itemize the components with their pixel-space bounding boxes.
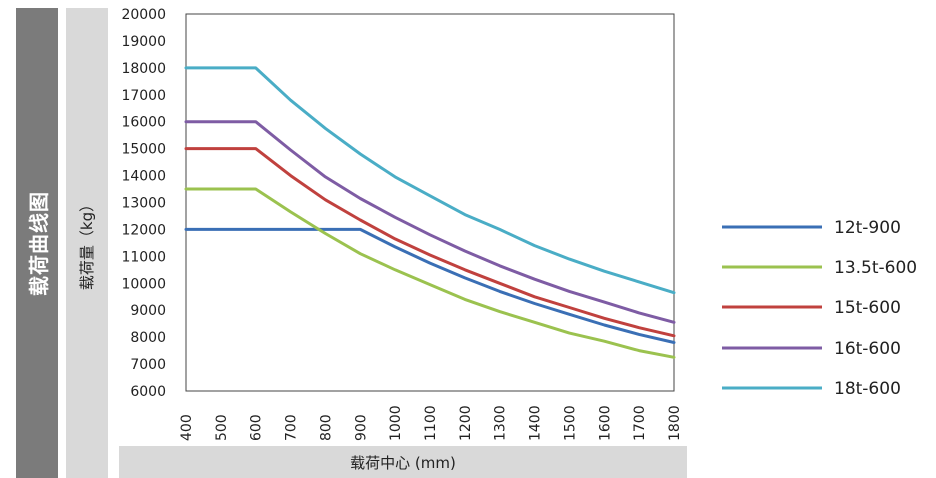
y-tick-label: 10000 [121, 276, 166, 292]
plot-border [185, 13, 675, 392]
legend-label-3: 15t-600 [834, 298, 901, 318]
series-line-4 [184, 120, 676, 324]
x-tick-label: 400 [179, 414, 195, 441]
series-line-3 [184, 147, 676, 338]
x-tick-label: 1800 [667, 405, 683, 441]
x-tick-label: 1300 [493, 405, 509, 441]
x-tick-label: 700 [284, 414, 300, 441]
legend-label-5: 18t-600 [834, 379, 901, 399]
side-title-bar [16, 8, 58, 478]
x-tick-label: 1400 [528, 405, 544, 441]
y-tick-label: 18000 [121, 61, 166, 77]
y-tick-label: 19000 [121, 34, 166, 50]
y-tick-label: 6000 [130, 384, 166, 400]
x-tick-label: 1000 [388, 405, 404, 441]
x-axis-label-bar [119, 446, 687, 478]
series-line-1 [184, 227, 676, 344]
x-tick-label: 1500 [562, 405, 578, 441]
x-tick-label: 500 [214, 414, 230, 441]
y-tick-label: 14000 [121, 169, 166, 185]
legend-label-1: 12t-900 [834, 218, 901, 238]
legend-label-2: 13.5t-600 [834, 258, 917, 278]
x-tick-label: 800 [318, 414, 334, 441]
y-tick-label: 8000 [130, 330, 166, 346]
y-tick-label: 16000 [121, 115, 166, 131]
y-tick-label: 11000 [121, 249, 166, 265]
x-axis-label: 载荷中心 (mm) [350, 453, 456, 472]
x-tick-label: 1100 [423, 405, 439, 441]
y-tick-label: 7000 [130, 357, 166, 373]
series-line-2 [184, 187, 676, 359]
x-tick-label: 1600 [597, 405, 613, 441]
x-tick-label: 1700 [632, 405, 648, 441]
y-tick-label: 12000 [121, 222, 166, 238]
y-tick-label: 15000 [121, 142, 166, 158]
x-tick-label: 600 [249, 414, 265, 441]
x-tick-label: 900 [353, 414, 369, 441]
y-axis-label-bar [66, 8, 108, 478]
x-tick-label: 1200 [458, 405, 474, 441]
y-tick-label: 13000 [121, 196, 166, 212]
y-tick-label: 9000 [130, 303, 166, 319]
series-line-5 [184, 66, 676, 295]
y-tick-label: 17000 [121, 88, 166, 104]
legend-label-4: 16t-600 [834, 339, 901, 359]
y-tick-label: 20000 [121, 7, 166, 23]
